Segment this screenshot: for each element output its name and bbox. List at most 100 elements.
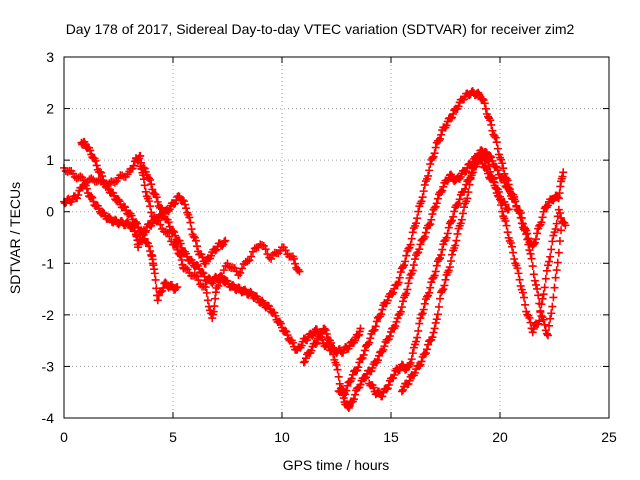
data-point [533, 229, 542, 238]
data-point [559, 168, 568, 177]
data-point [397, 387, 406, 396]
data-point [153, 296, 162, 305]
data-point [258, 240, 267, 249]
data-point [146, 176, 155, 184]
data-point [414, 207, 423, 216]
data-point [328, 343, 337, 352]
data-point [530, 276, 539, 285]
data-point [297, 341, 306, 350]
data-point [301, 354, 310, 363]
data-point [221, 236, 230, 245]
data-point [110, 191, 119, 200]
data-point [426, 220, 435, 229]
data-point [444, 266, 453, 275]
data-point [165, 205, 174, 214]
data-point [148, 185, 157, 194]
data-points [60, 87, 570, 412]
data-point [527, 254, 536, 263]
data-point [533, 284, 542, 293]
data-point [445, 263, 454, 272]
data-point [189, 232, 198, 241]
data-point [432, 261, 441, 270]
data-point [557, 213, 566, 222]
data-point [491, 184, 500, 193]
data-point [360, 374, 369, 383]
y-tick-label: -3 [42, 358, 55, 374]
data-point [539, 315, 548, 324]
data-point [117, 216, 126, 225]
data-point [541, 274, 550, 283]
data-point [551, 224, 560, 233]
data-point [503, 228, 512, 237]
data-point [412, 337, 421, 346]
data-point [147, 180, 156, 189]
data-point [469, 163, 478, 172]
series-track-d [136, 162, 365, 358]
data-point [521, 224, 530, 233]
data-point [164, 218, 173, 227]
data-point [545, 321, 554, 330]
data-point [201, 259, 210, 268]
data-point [141, 187, 150, 196]
data-point [552, 219, 561, 228]
data-point [524, 234, 533, 243]
data-point [540, 320, 549, 329]
data-point [430, 149, 439, 158]
data-point [133, 219, 142, 228]
data-point [546, 252, 555, 261]
data-point [313, 334, 322, 343]
data-point [444, 223, 453, 232]
data-point [89, 197, 98, 206]
data-point [415, 245, 424, 254]
data-point [484, 157, 493, 166]
data-point [228, 280, 237, 289]
data-point [263, 250, 272, 259]
data-point [456, 172, 465, 181]
data-point [114, 195, 123, 204]
data-point [173, 283, 182, 292]
data-point [536, 308, 545, 317]
data-point [509, 248, 518, 257]
data-point [412, 219, 421, 228]
data-point [232, 267, 241, 276]
x-tick-label: 5 [169, 429, 177, 445]
data-point [281, 246, 290, 255]
data-point [432, 315, 441, 324]
data-point [214, 281, 223, 290]
data-point [413, 333, 422, 342]
data-point [369, 383, 378, 392]
data-point [385, 332, 394, 341]
data-point [497, 201, 506, 210]
data-point [542, 329, 551, 338]
data-point [169, 227, 177, 236]
data-point [153, 197, 162, 206]
data-point [145, 174, 154, 183]
data-point [486, 167, 495, 176]
data-point [434, 136, 443, 145]
data-point [91, 156, 100, 165]
data-point [548, 237, 557, 246]
data-point [378, 392, 387, 401]
data-point [429, 328, 438, 337]
data-point [554, 248, 563, 257]
x-axis-label: GPS time / hours [283, 457, 390, 473]
data-point [404, 279, 413, 288]
data-point [159, 208, 168, 217]
data-point [506, 238, 515, 247]
data-point [430, 324, 439, 333]
data-point [436, 134, 445, 143]
data-point [453, 229, 462, 238]
data-point [203, 296, 212, 305]
data-point [76, 172, 85, 181]
data-point [295, 267, 304, 276]
series-track-h [397, 146, 570, 396]
data-point [202, 288, 211, 297]
data-point [490, 178, 499, 187]
data-point [182, 204, 191, 213]
data-point [427, 215, 436, 224]
data-point [267, 254, 276, 263]
data-point [414, 326, 423, 335]
data-point [377, 310, 386, 319]
data-point [543, 201, 552, 210]
data-point [478, 94, 487, 103]
